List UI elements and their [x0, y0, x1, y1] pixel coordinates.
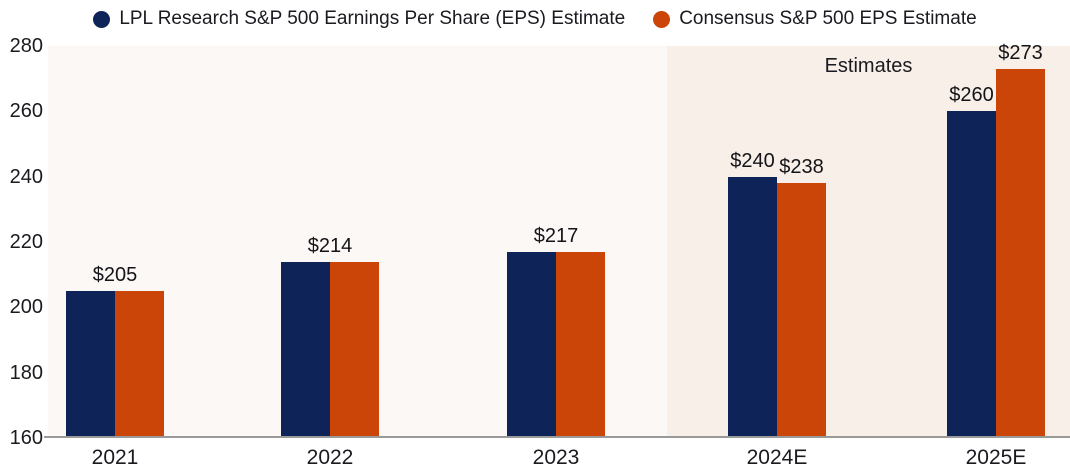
legend-label-lpl: LPL Research S&P 500 Earnings Per Share …: [119, 8, 626, 29]
bar-consensus-2021: [115, 291, 164, 438]
bar-lpl-2024E: [728, 176, 777, 438]
legend-item-consensus: Consensus S&P 500 EPS Estimate: [653, 8, 977, 30]
bar-consensus-2025E: [996, 68, 1045, 438]
x-axis-category-label: 2024E: [746, 446, 808, 469]
bar-lpl-2025E: [947, 111, 996, 438]
estimates-annotation: Estimates: [824, 55, 913, 77]
x-axis-category-label: 2022: [306, 446, 354, 469]
data-label: $238: [779, 156, 824, 179]
bar-lpl-2023: [507, 251, 556, 438]
x-axis-category-label: 2025E: [965, 446, 1027, 469]
bar-consensus-2024E: [777, 183, 826, 438]
chart-legend: LPL Research S&P 500 Earnings Per Share …: [0, 5, 1070, 33]
y-axis-tick-label: 220: [9, 231, 43, 253]
x-axis-line: [44, 436, 1070, 438]
x-axis-category-label: 2021: [91, 446, 139, 469]
data-label: $217: [533, 224, 579, 247]
legend-label-consensus: Consensus S&P 500 EPS Estimate: [679, 8, 977, 29]
data-label: $273: [998, 41, 1043, 64]
y-axis-tick-label: 280: [9, 35, 43, 57]
legend-dot-orange-icon: [653, 10, 671, 28]
bar-consensus-2022: [330, 261, 379, 438]
data-label: $205: [92, 264, 138, 286]
legend-dot-navy-icon: [93, 10, 111, 28]
bar-lpl-2022: [281, 261, 330, 438]
y-axis-tick-label: 260: [9, 100, 43, 123]
bar-consensus-2023: [556, 251, 605, 438]
y-axis-tick-label: 200: [9, 296, 43, 319]
y-axis-tick-label: 180: [9, 361, 43, 384]
x-axis-category-label: 2023: [532, 446, 580, 469]
data-label: $240: [730, 149, 775, 172]
bar-lpl-2021: [66, 291, 115, 438]
y-axis-tick-label: 160: [9, 427, 43, 449]
y-axis-tick-label: 240: [9, 165, 43, 188]
data-label: $260: [949, 84, 994, 107]
legend-item-lpl: LPL Research S&P 500 Earnings Per Share …: [93, 8, 625, 30]
data-label: $214: [307, 234, 353, 257]
plot-area: Estimates $205 $214 $217 $240 $238 $260 $273: [48, 42, 1070, 438]
